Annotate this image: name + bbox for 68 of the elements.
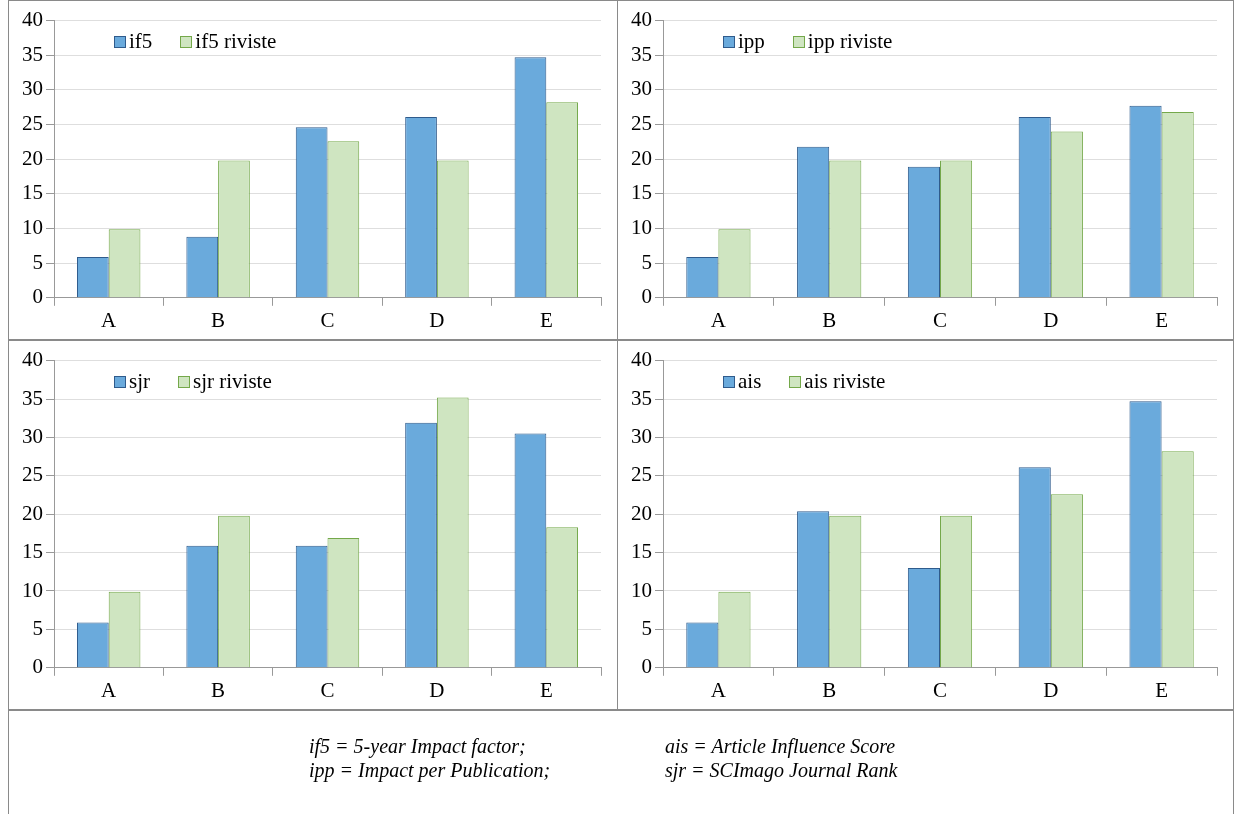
text: if5 = 5-year Impact factor; <box>309 735 526 758</box>
y-tick-label: 30 <box>631 76 652 101</box>
y-tick-label: 15 <box>631 539 652 564</box>
x-tick-label: B <box>822 677 837 702</box>
y-tick-label: 25 <box>631 111 652 136</box>
y-tick-label: 20 <box>631 145 652 170</box>
x-tick-label: A <box>710 677 727 702</box>
y-tick-label: 30 <box>22 76 43 101</box>
x-tick-label: E <box>1155 677 1169 702</box>
legend-label: if5 <box>129 29 153 54</box>
y-tick-label: 30 <box>22 423 43 448</box>
y-tick-label: 0 <box>32 284 43 309</box>
x-tick-label: C <box>932 677 948 702</box>
y-tick-label: 15 <box>22 180 43 205</box>
legend-label: ais <box>738 369 762 394</box>
y-tick-label: 0 <box>641 654 652 679</box>
y-tick-label: 0 <box>641 284 652 309</box>
y-tick-label: 10 <box>22 577 43 602</box>
y-tick-label: 5 <box>641 615 652 640</box>
y-tick-label: 25 <box>22 111 43 136</box>
x-tick-label: D <box>1043 307 1059 332</box>
y-tick-label: 30 <box>631 423 652 448</box>
y-tick-label: 20 <box>22 145 43 170</box>
y-tick-label: 25 <box>22 462 43 487</box>
y-tick-label: 5 <box>32 615 43 640</box>
x-tick-label: D <box>429 677 445 702</box>
x-tick-label: D <box>1043 677 1059 702</box>
y-tick-label: 35 <box>631 385 652 410</box>
x-tick-label: E <box>1155 307 1169 332</box>
legend-label: sjr riviste <box>193 369 272 394</box>
x-tick-label: B <box>211 677 226 702</box>
x-tick-label: C <box>932 307 948 332</box>
x-tick-label: D <box>429 307 445 332</box>
y-tick-label: 20 <box>22 500 43 525</box>
y-tick-label: 25 <box>631 462 652 487</box>
x-tick-label: A <box>101 307 118 332</box>
legend-label: sjr <box>129 369 150 394</box>
y-tick-label: 35 <box>631 41 652 66</box>
y-tick-label: 10 <box>22 215 43 240</box>
y-tick-label: 35 <box>22 385 43 410</box>
x-tick-label: A <box>101 677 118 702</box>
text: ipp = Impact per Publication; <box>309 759 551 782</box>
y-tick-label: 40 <box>22 7 43 32</box>
y-tick-label: 15 <box>22 539 43 564</box>
x-tick-label: C <box>320 307 335 332</box>
legend-label: ipp riviste <box>807 29 893 54</box>
y-tick-label: 0 <box>32 654 43 679</box>
y-tick-label: 10 <box>631 215 652 240</box>
y-tick-label: 10 <box>631 577 652 602</box>
y-tick-label: 20 <box>631 500 652 525</box>
y-tick-label: 40 <box>631 347 652 372</box>
x-tick-label: B <box>822 307 837 332</box>
y-tick-label: 5 <box>32 249 43 274</box>
x-tick-label: C <box>320 677 335 702</box>
legend-label: if5 riviste <box>195 29 277 54</box>
x-tick-label: E <box>539 677 553 702</box>
y-tick-label: 35 <box>22 41 43 66</box>
y-tick-label: 15 <box>631 180 652 205</box>
y-tick-label: 5 <box>641 249 652 274</box>
y-tick-label: 40 <box>22 347 43 372</box>
x-tick-label: B <box>211 307 226 332</box>
legend-label: ais riviste <box>804 369 886 394</box>
text: ais = Article Influence Score <box>665 735 896 758</box>
legend-label: ipp <box>738 29 765 54</box>
y-tick-label: 40 <box>631 7 652 32</box>
x-tick-label: A <box>710 307 727 332</box>
text: sjr = SCImago Journal Rank <box>665 759 898 782</box>
x-tick-label: E <box>539 307 553 332</box>
